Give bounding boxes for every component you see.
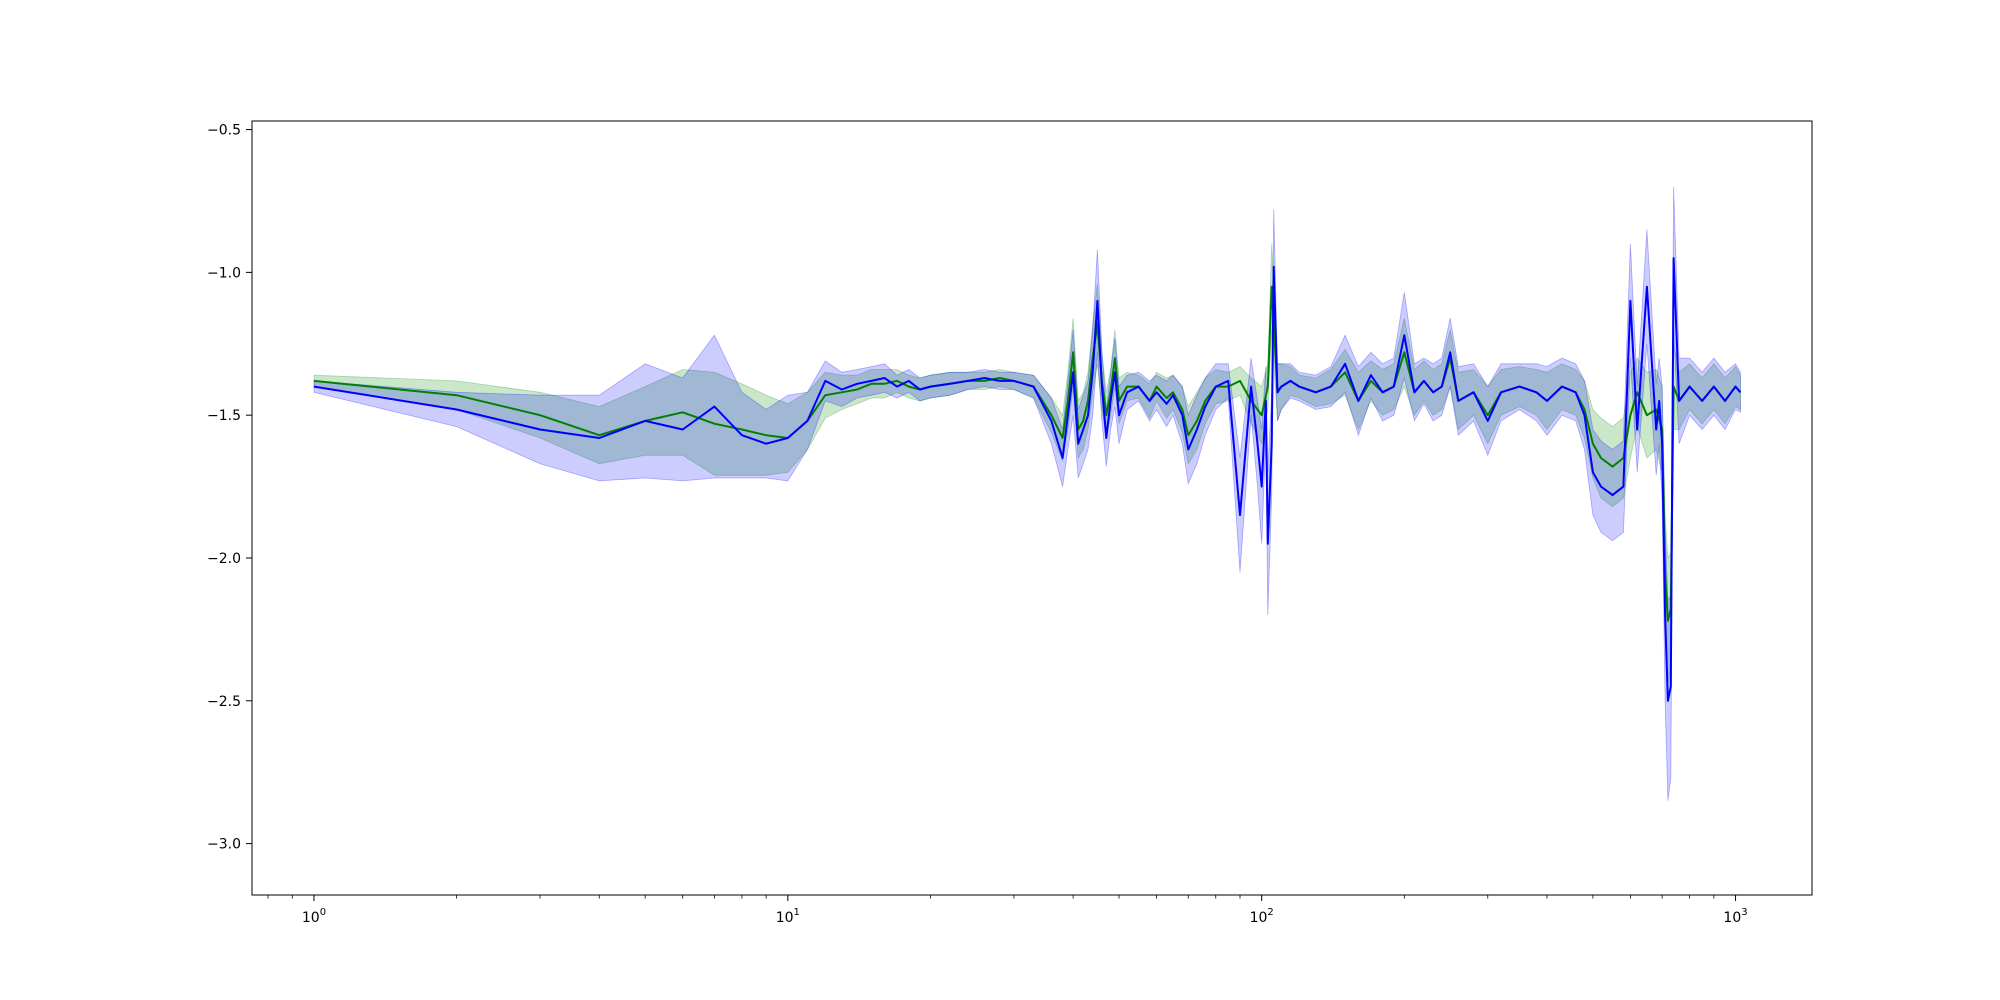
y-tick-label: −1.0 — [207, 265, 241, 281]
series-line-1 — [313, 285, 1742, 622]
confidence-band-2 — [313, 186, 1741, 801]
y-tick-label: −1.5 — [207, 408, 241, 424]
confidence-band-1 — [313, 243, 1741, 684]
confidence-bands — [313, 186, 1741, 801]
x-tick-label: 100 — [302, 907, 326, 926]
series-lines — [313, 257, 1742, 702]
x-axis: 100 101 102 103 — [267, 895, 1748, 926]
y-tick-label: −0.5 — [207, 123, 241, 139]
series-line-2 — [313, 257, 1742, 702]
y-tick-label: −2.0 — [207, 551, 241, 567]
y-tick-label: −3.0 — [207, 837, 241, 853]
x-tick-label: 102 — [1250, 907, 1274, 926]
y-tick-label: −2.5 — [207, 694, 241, 710]
x-tick-label: 103 — [1723, 907, 1747, 926]
plot-frame — [251, 120, 1813, 896]
y-axis: −0.5 −1.0 −1.5 −2.0 −2.5 −3.0 — [207, 123, 252, 853]
x-tick-label: 101 — [776, 907, 800, 926]
